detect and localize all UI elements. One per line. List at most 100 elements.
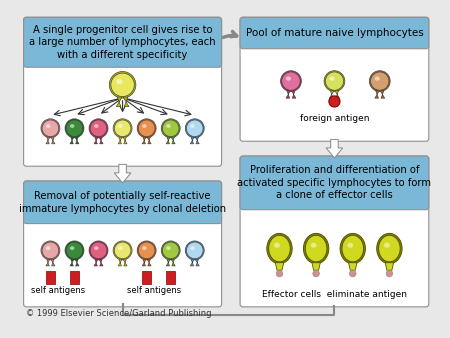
Ellipse shape bbox=[269, 235, 290, 262]
FancyArrow shape bbox=[326, 139, 343, 158]
Circle shape bbox=[89, 119, 108, 138]
Polygon shape bbox=[147, 259, 151, 266]
Ellipse shape bbox=[190, 246, 195, 250]
Circle shape bbox=[280, 71, 302, 92]
Ellipse shape bbox=[378, 235, 400, 262]
Polygon shape bbox=[123, 97, 129, 106]
Text: © 1999 Elsevier Science/Garland Publishing: © 1999 Elsevier Science/Garland Publishi… bbox=[27, 309, 212, 318]
Ellipse shape bbox=[375, 76, 380, 81]
Text: Removal of potentially self-reactive
immature lymphocytes by clonal deletion: Removal of potentially self-reactive imm… bbox=[19, 191, 226, 214]
Circle shape bbox=[185, 241, 204, 260]
Circle shape bbox=[276, 270, 283, 277]
Polygon shape bbox=[335, 91, 339, 98]
Ellipse shape bbox=[94, 246, 99, 250]
FancyBboxPatch shape bbox=[23, 17, 221, 67]
Circle shape bbox=[65, 119, 84, 138]
Circle shape bbox=[66, 242, 83, 259]
Ellipse shape bbox=[70, 246, 75, 250]
Ellipse shape bbox=[286, 76, 291, 81]
Ellipse shape bbox=[46, 246, 50, 250]
Polygon shape bbox=[195, 137, 199, 144]
Polygon shape bbox=[375, 91, 379, 98]
Ellipse shape bbox=[118, 124, 122, 128]
Ellipse shape bbox=[166, 124, 171, 128]
Ellipse shape bbox=[305, 235, 327, 262]
Bar bbox=[166, 271, 176, 284]
Ellipse shape bbox=[118, 246, 122, 250]
Text: Pool of mature naive lymphocytes: Pool of mature naive lymphocytes bbox=[246, 28, 423, 38]
FancyBboxPatch shape bbox=[23, 181, 221, 307]
FancyBboxPatch shape bbox=[240, 17, 429, 141]
Ellipse shape bbox=[274, 243, 280, 248]
FancyArrow shape bbox=[114, 164, 131, 183]
Circle shape bbox=[90, 120, 107, 137]
Polygon shape bbox=[142, 259, 146, 266]
Circle shape bbox=[329, 96, 340, 107]
Ellipse shape bbox=[116, 79, 122, 84]
Polygon shape bbox=[70, 259, 74, 266]
Polygon shape bbox=[123, 259, 127, 266]
Bar bbox=[46, 271, 55, 284]
Polygon shape bbox=[142, 137, 146, 144]
Polygon shape bbox=[94, 137, 98, 144]
Polygon shape bbox=[118, 137, 122, 144]
Polygon shape bbox=[286, 91, 291, 98]
Polygon shape bbox=[190, 137, 194, 144]
Polygon shape bbox=[70, 137, 74, 144]
Polygon shape bbox=[166, 137, 170, 144]
Circle shape bbox=[41, 119, 60, 138]
Bar bbox=[142, 271, 151, 284]
Circle shape bbox=[41, 241, 60, 260]
Ellipse shape bbox=[347, 243, 353, 248]
Circle shape bbox=[42, 242, 59, 259]
Ellipse shape bbox=[267, 233, 292, 264]
Ellipse shape bbox=[329, 76, 334, 81]
FancyBboxPatch shape bbox=[240, 156, 429, 307]
Polygon shape bbox=[312, 263, 320, 270]
Polygon shape bbox=[147, 137, 151, 144]
Circle shape bbox=[161, 241, 180, 260]
Text: Proliferation and differentiation of
activated specific lymphocytes to form
a cl: Proliferation and differentiation of act… bbox=[238, 166, 432, 200]
Circle shape bbox=[111, 73, 134, 97]
Text: self antigens: self antigens bbox=[127, 286, 181, 294]
Polygon shape bbox=[190, 259, 194, 266]
Ellipse shape bbox=[303, 233, 329, 264]
FancyBboxPatch shape bbox=[240, 17, 429, 49]
Polygon shape bbox=[171, 259, 175, 266]
Polygon shape bbox=[171, 137, 175, 144]
Polygon shape bbox=[46, 137, 50, 144]
Polygon shape bbox=[75, 259, 79, 266]
Circle shape bbox=[350, 270, 356, 277]
Circle shape bbox=[137, 241, 156, 260]
Polygon shape bbox=[46, 259, 50, 266]
Ellipse shape bbox=[190, 124, 195, 128]
Circle shape bbox=[386, 270, 393, 277]
Ellipse shape bbox=[310, 243, 316, 248]
Polygon shape bbox=[385, 263, 394, 270]
Polygon shape bbox=[195, 259, 199, 266]
Circle shape bbox=[313, 270, 320, 277]
Ellipse shape bbox=[142, 124, 147, 128]
Circle shape bbox=[161, 119, 180, 138]
Polygon shape bbox=[292, 91, 296, 98]
Ellipse shape bbox=[340, 233, 365, 264]
Circle shape bbox=[185, 119, 204, 138]
Polygon shape bbox=[94, 259, 98, 266]
Polygon shape bbox=[51, 137, 55, 144]
Ellipse shape bbox=[70, 124, 75, 128]
Text: A single progenitor cell gives rise to
a large number of lymphocytes, each
with : A single progenitor cell gives rise to a… bbox=[29, 25, 216, 60]
Polygon shape bbox=[118, 259, 122, 266]
Circle shape bbox=[325, 72, 344, 90]
Polygon shape bbox=[349, 263, 357, 270]
Circle shape bbox=[371, 72, 389, 90]
Circle shape bbox=[138, 242, 155, 259]
Bar bbox=[70, 271, 79, 284]
Circle shape bbox=[65, 241, 84, 260]
FancyBboxPatch shape bbox=[23, 17, 221, 166]
Ellipse shape bbox=[142, 246, 147, 250]
Circle shape bbox=[114, 120, 131, 137]
Circle shape bbox=[162, 242, 179, 259]
Circle shape bbox=[186, 242, 203, 259]
Circle shape bbox=[89, 241, 108, 260]
FancyBboxPatch shape bbox=[240, 156, 429, 210]
